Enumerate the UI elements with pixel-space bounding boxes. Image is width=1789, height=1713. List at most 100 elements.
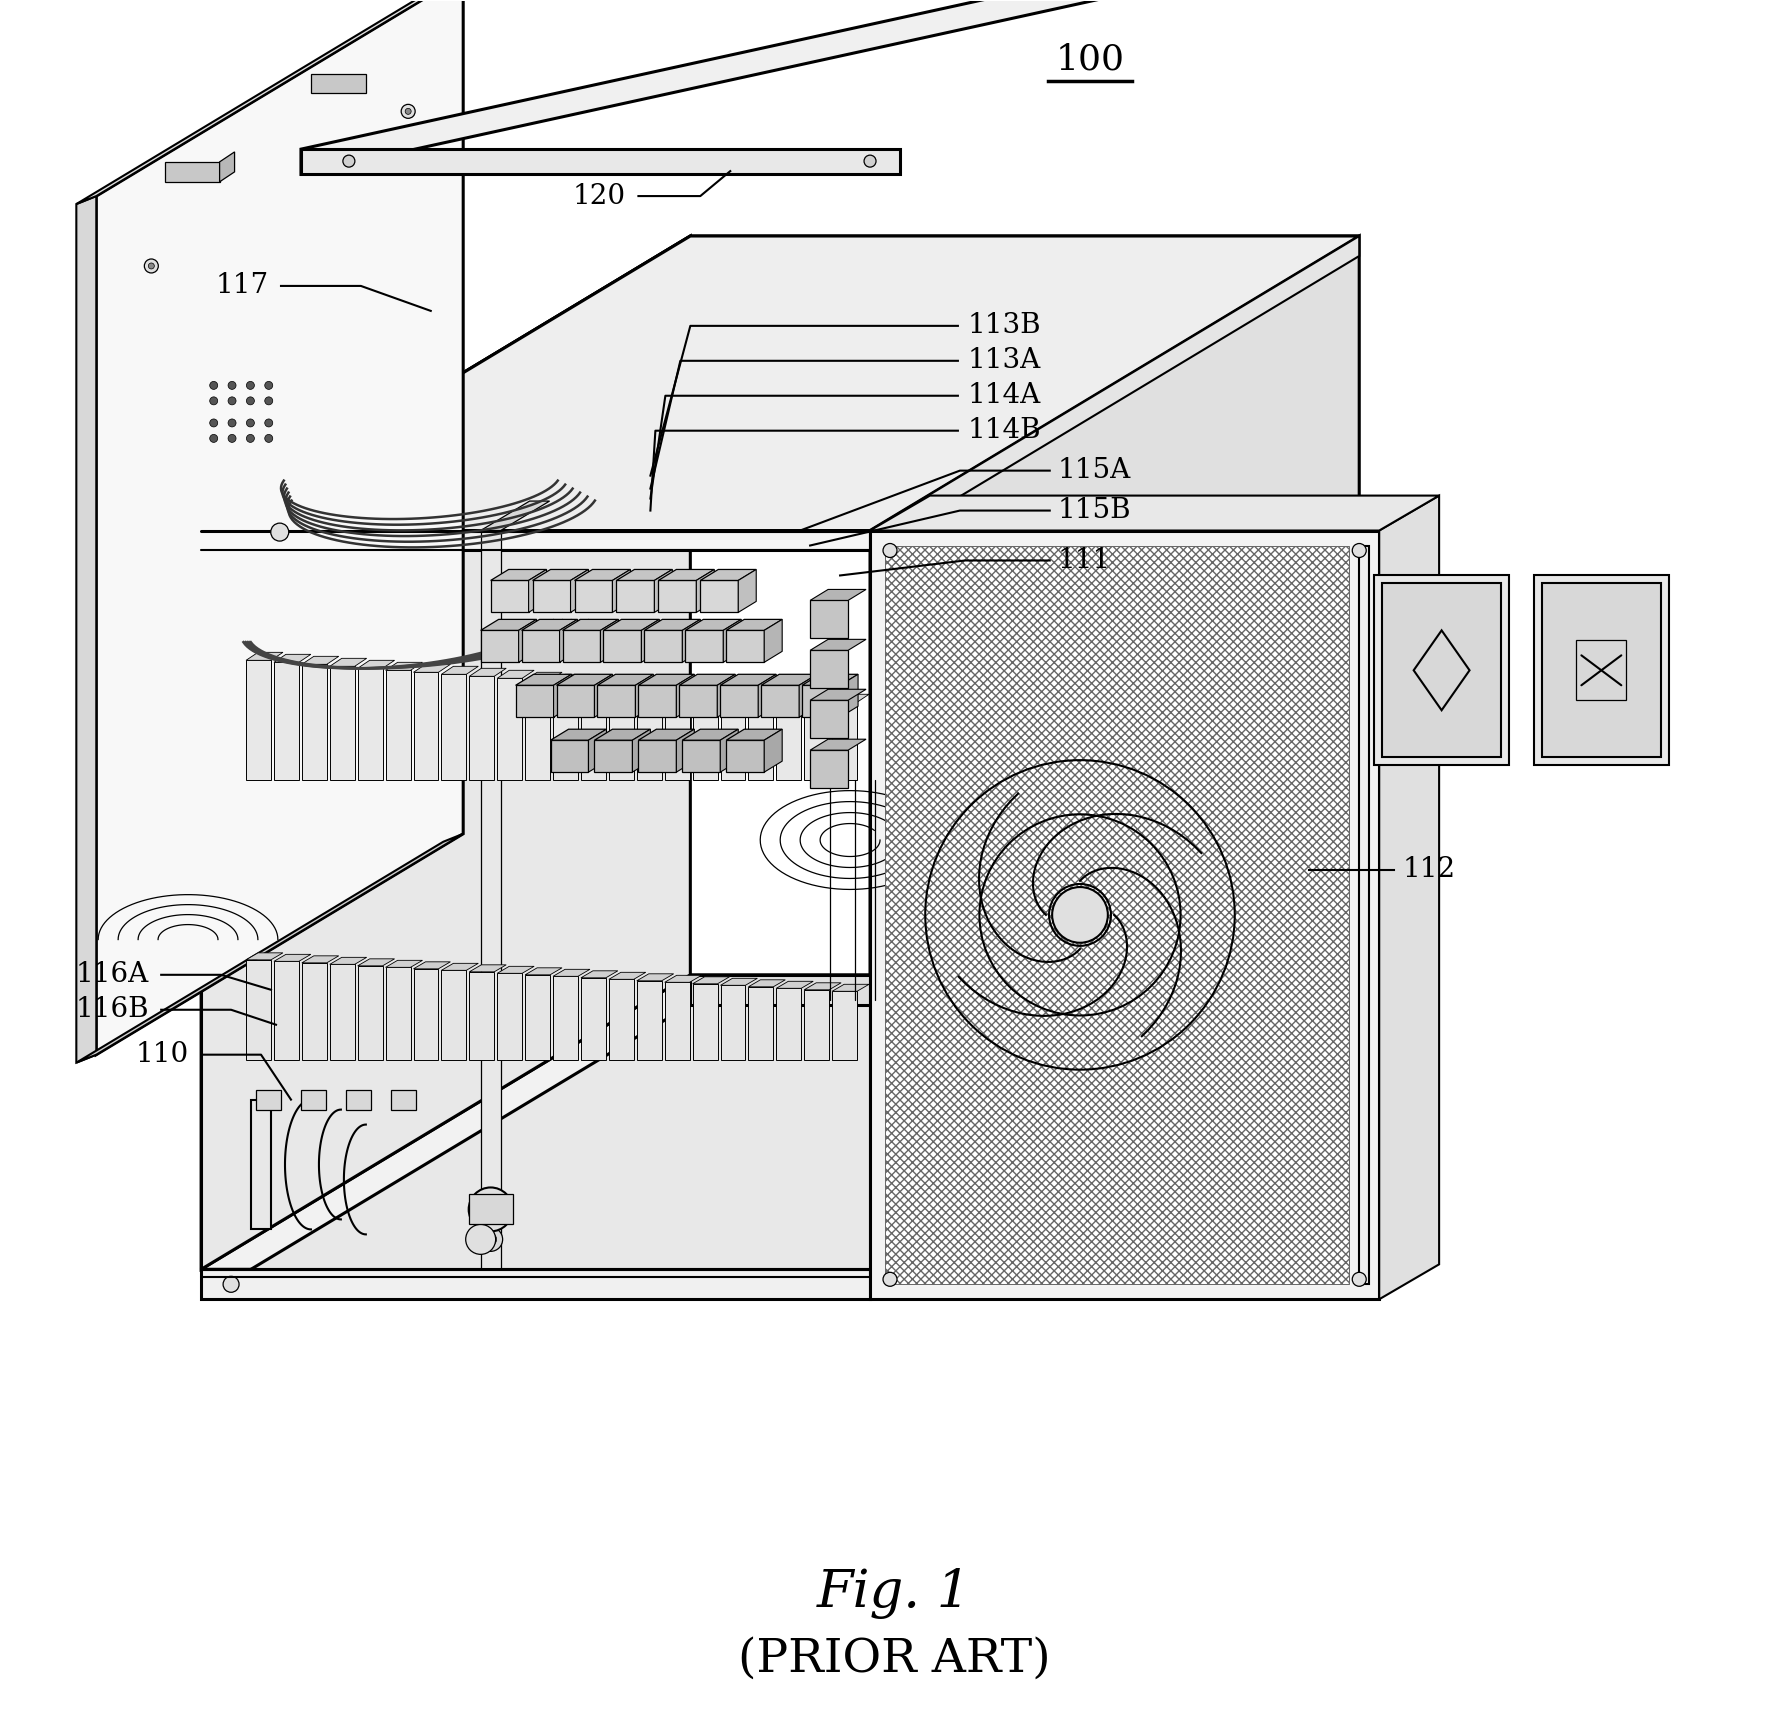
Polygon shape xyxy=(553,970,590,976)
Polygon shape xyxy=(617,569,673,581)
Circle shape xyxy=(227,382,236,389)
Polygon shape xyxy=(247,660,270,779)
Polygon shape xyxy=(274,663,299,779)
Polygon shape xyxy=(200,531,869,550)
Polygon shape xyxy=(682,620,699,663)
Circle shape xyxy=(465,1225,496,1254)
Circle shape xyxy=(247,397,254,404)
Polygon shape xyxy=(801,685,841,718)
Polygon shape xyxy=(658,569,714,581)
Circle shape xyxy=(145,259,157,272)
Polygon shape xyxy=(680,685,717,718)
Polygon shape xyxy=(721,685,759,718)
Polygon shape xyxy=(553,976,578,1060)
Polygon shape xyxy=(612,569,630,612)
Polygon shape xyxy=(699,581,739,612)
Circle shape xyxy=(227,397,236,404)
Polygon shape xyxy=(345,1089,370,1110)
Polygon shape xyxy=(1383,584,1501,757)
Polygon shape xyxy=(274,954,311,961)
Circle shape xyxy=(227,420,236,427)
Text: Fig. 1: Fig. 1 xyxy=(818,1569,971,1619)
Polygon shape xyxy=(748,987,773,1060)
Polygon shape xyxy=(869,236,1360,1269)
Polygon shape xyxy=(801,675,859,685)
Polygon shape xyxy=(562,630,601,663)
Polygon shape xyxy=(515,685,553,718)
Circle shape xyxy=(247,382,254,389)
Polygon shape xyxy=(617,581,655,612)
Polygon shape xyxy=(869,495,1438,531)
Circle shape xyxy=(265,420,272,427)
Text: 111: 111 xyxy=(1057,546,1111,574)
Polygon shape xyxy=(556,675,612,685)
Polygon shape xyxy=(1533,576,1669,766)
Polygon shape xyxy=(77,834,463,1062)
Polygon shape xyxy=(721,675,776,685)
Polygon shape xyxy=(497,966,535,973)
Polygon shape xyxy=(748,980,785,987)
Polygon shape xyxy=(800,675,818,718)
Polygon shape xyxy=(329,964,354,1060)
Circle shape xyxy=(209,420,218,427)
Polygon shape xyxy=(526,968,562,975)
Polygon shape xyxy=(256,1089,281,1110)
Circle shape xyxy=(884,543,896,557)
Polygon shape xyxy=(522,630,560,663)
Circle shape xyxy=(404,108,411,115)
Polygon shape xyxy=(553,675,590,682)
Polygon shape xyxy=(329,658,367,666)
Polygon shape xyxy=(386,961,422,968)
Polygon shape xyxy=(302,656,338,665)
Polygon shape xyxy=(682,730,739,740)
Polygon shape xyxy=(442,666,478,675)
Polygon shape xyxy=(685,630,723,663)
Polygon shape xyxy=(274,654,311,663)
Polygon shape xyxy=(598,685,635,718)
Polygon shape xyxy=(691,975,1360,1006)
Polygon shape xyxy=(832,694,869,702)
Polygon shape xyxy=(666,982,689,1060)
Polygon shape xyxy=(200,236,691,1269)
Polygon shape xyxy=(553,675,571,718)
Polygon shape xyxy=(637,680,674,689)
Circle shape xyxy=(469,1187,513,1232)
Polygon shape xyxy=(869,236,1360,550)
Circle shape xyxy=(864,156,877,168)
Circle shape xyxy=(265,382,272,389)
Polygon shape xyxy=(497,678,522,779)
Polygon shape xyxy=(696,569,714,612)
Polygon shape xyxy=(247,952,283,959)
Text: 115A: 115A xyxy=(1057,457,1131,485)
Circle shape xyxy=(265,397,272,404)
Polygon shape xyxy=(717,675,735,718)
Polygon shape xyxy=(574,569,630,581)
Polygon shape xyxy=(469,1194,513,1225)
Circle shape xyxy=(270,522,288,541)
Polygon shape xyxy=(759,675,776,718)
Polygon shape xyxy=(748,689,785,695)
Circle shape xyxy=(265,435,272,442)
Polygon shape xyxy=(692,976,730,983)
Polygon shape xyxy=(200,975,1360,1269)
Polygon shape xyxy=(666,690,689,779)
Polygon shape xyxy=(469,668,506,677)
Polygon shape xyxy=(810,701,848,738)
Text: 113A: 113A xyxy=(968,348,1041,375)
Polygon shape xyxy=(329,958,367,964)
Polygon shape xyxy=(639,675,694,685)
Polygon shape xyxy=(551,730,606,740)
Polygon shape xyxy=(77,195,97,1062)
Circle shape xyxy=(485,1233,497,1245)
Polygon shape xyxy=(247,653,283,660)
Polygon shape xyxy=(776,982,814,988)
Polygon shape xyxy=(526,680,549,779)
Polygon shape xyxy=(469,677,494,779)
Polygon shape xyxy=(301,1089,326,1110)
Polygon shape xyxy=(358,959,395,966)
Polygon shape xyxy=(721,978,757,985)
Polygon shape xyxy=(386,670,410,779)
Polygon shape xyxy=(608,687,633,779)
Polygon shape xyxy=(497,670,535,678)
Text: 100: 100 xyxy=(1056,43,1123,77)
